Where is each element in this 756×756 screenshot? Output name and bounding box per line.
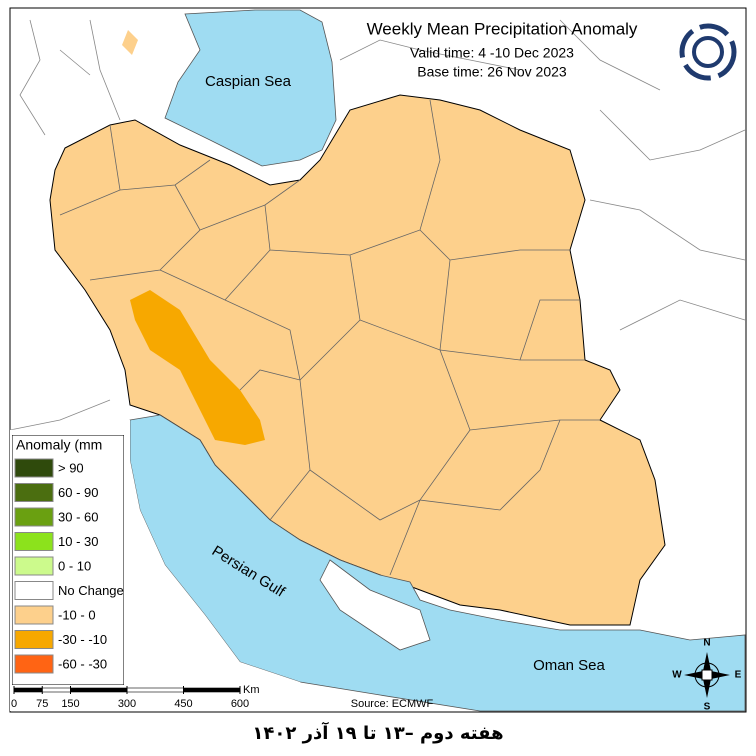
scale-label: 300 — [118, 698, 136, 710]
valid-time: Valid time: 4 -10 Dec 2023 — [410, 45, 574, 61]
scale-segment — [41, 687, 71, 693]
anomaly-patch — [122, 30, 138, 55]
scale-segment — [183, 687, 241, 693]
source: Source: ECMWF — [351, 698, 434, 710]
caspian-sea — [164, 9, 337, 167]
compass-label: E — [735, 670, 742, 681]
base-time: Base time: 26 Nov 2023 — [417, 64, 567, 80]
iran — [49, 94, 666, 626]
compass-label: W — [672, 670, 682, 681]
legend-label: -60 - -30 — [58, 656, 107, 671]
legend-label: > 90 — [58, 460, 84, 475]
legend-label: -30 - -10 — [58, 632, 107, 647]
legend-label: 0 - 10 — [58, 558, 91, 573]
sea-label: Oman Sea — [533, 657, 605, 674]
legend-swatch — [14, 532, 54, 551]
anomaly-zone — [130, 290, 265, 445]
compass-label: S — [704, 702, 711, 713]
legend-swatch — [14, 654, 54, 674]
sea-label: Caspian Sea — [205, 73, 292, 90]
scale-segment — [126, 687, 184, 693]
title: Weekly Mean Precipitation Anomaly — [367, 19, 638, 38]
compass-label: N — [703, 638, 710, 649]
legend-title: Anomaly (mm — [16, 437, 102, 453]
legend-swatch — [14, 556, 54, 576]
legend: Anomaly (mm > 90 60 - 90 30 - 60 10 - 30 0 -… — [12, 435, 124, 685]
legend-swatch — [14, 581, 54, 600]
legend-label: -10 - 0 — [58, 607, 96, 622]
scale-label: 450 — [174, 698, 192, 710]
scale-segment — [13, 687, 43, 693]
legend-swatch — [14, 630, 54, 649]
scale-segment — [70, 687, 128, 693]
scale-unit: Km — [243, 684, 260, 696]
scale-label: 150 — [61, 698, 79, 710]
legend-swatch — [14, 507, 54, 527]
logo — [679, 23, 737, 81]
province-borders — [59, 99, 600, 576]
legend-label: 60 - 90 — [58, 485, 98, 500]
legend-swatch — [14, 458, 54, 478]
compass — [684, 652, 730, 698]
legend-label: 30 - 60 — [58, 509, 98, 524]
scale-label: 75 — [36, 698, 48, 710]
legend-swatch — [14, 605, 54, 625]
scale-label: 0 — [11, 698, 17, 710]
arabian-peninsula — [319, 559, 431, 651]
scale-label: 600 — [231, 698, 249, 710]
legend-swatch — [14, 483, 54, 502]
legend-label: 10 - 30 — [58, 534, 98, 549]
legend-label: No Change — [58, 583, 124, 598]
footer: هفته دوم –۱۳ تا ۱۹ آذر ۱۴۰۲ — [252, 721, 503, 744]
